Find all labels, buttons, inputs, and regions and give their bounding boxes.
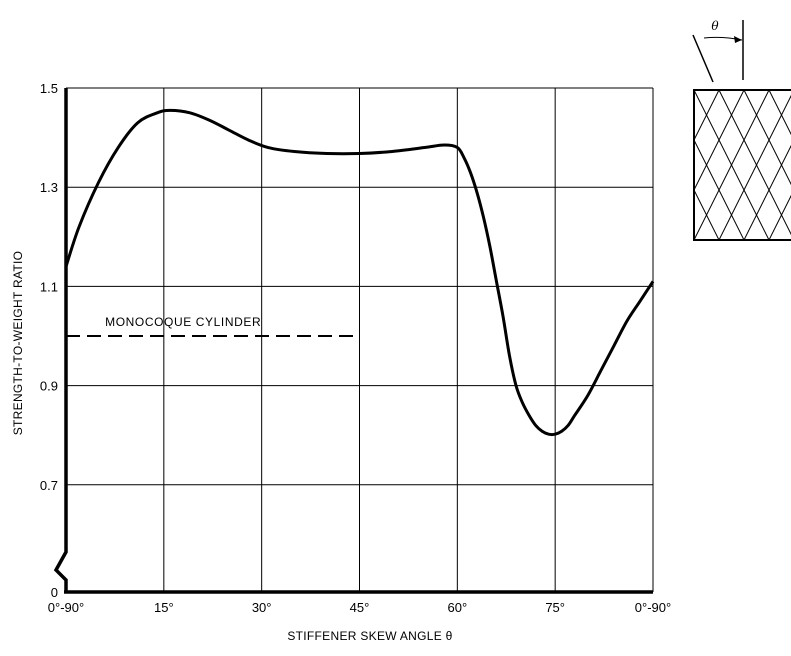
lattice-stiffener (594, 90, 669, 240)
y-axis-line (53, 88, 68, 592)
grid-layer (66, 87, 654, 592)
axes-layer (53, 88, 653, 594)
lattice-stiffener (743, 144, 791, 240)
x-axis-title: STIFFENER SKEW ANGLE θ (287, 629, 452, 643)
y-tick-label: 1.5 (40, 81, 58, 96)
lattice-stiffener (694, 90, 695, 92)
lattice-stiffener (768, 90, 791, 136)
monocoque-cylinder-label: MONOCOQUE CYLINDER (105, 315, 261, 329)
lattice-panel-border (693, 89, 791, 241)
x-tick-label: 15° (154, 600, 174, 615)
lattice-stiffener (494, 90, 569, 240)
label-layer: 0°-90° 15° 30° 45° 60° 75° 0°-90°00.70.91.11.3… (40, 81, 671, 615)
y-tick-label: 0.7 (40, 478, 58, 493)
lattice-stiffener (569, 90, 644, 240)
lattice-stiffener (768, 194, 791, 240)
y-tick-label: 0.9 (40, 379, 58, 394)
lattice-pattern (494, 90, 791, 240)
inset-theta-symbol: θ (711, 19, 719, 33)
lattice-stiffener (519, 90, 594, 240)
x-tick-label: 60° (447, 600, 467, 615)
strength-ratio-curve (64, 108, 655, 437)
lattice-stiffener (519, 90, 594, 240)
x-tick-label: 0°-90° (48, 600, 84, 615)
x-tick-label: 75° (545, 600, 565, 615)
y-tick-label: 1.3 (40, 180, 58, 195)
lattice-stiffener (594, 90, 669, 240)
lattice-stiffener (569, 90, 644, 240)
inset-arrowhead-icon (734, 36, 742, 43)
lattice-stiffener (743, 90, 791, 186)
x-tick-label: 0°-90° (635, 600, 671, 615)
y-tick-label: 1.1 (40, 279, 58, 294)
x-tick-label: 45° (350, 600, 370, 615)
y-axis-title: STRENGTH-TO-WEIGHT RATIO (11, 251, 25, 436)
x-tick-label: 30° (252, 600, 272, 615)
series-layer (64, 108, 655, 437)
lattice-stiffener (694, 238, 695, 240)
lattice-inset-diagram: θ (494, 19, 791, 241)
inset-skewed-stiffener-line (692, 34, 714, 83)
lattice-stiffener (494, 90, 569, 240)
y-tick-label: 0 (51, 585, 58, 600)
